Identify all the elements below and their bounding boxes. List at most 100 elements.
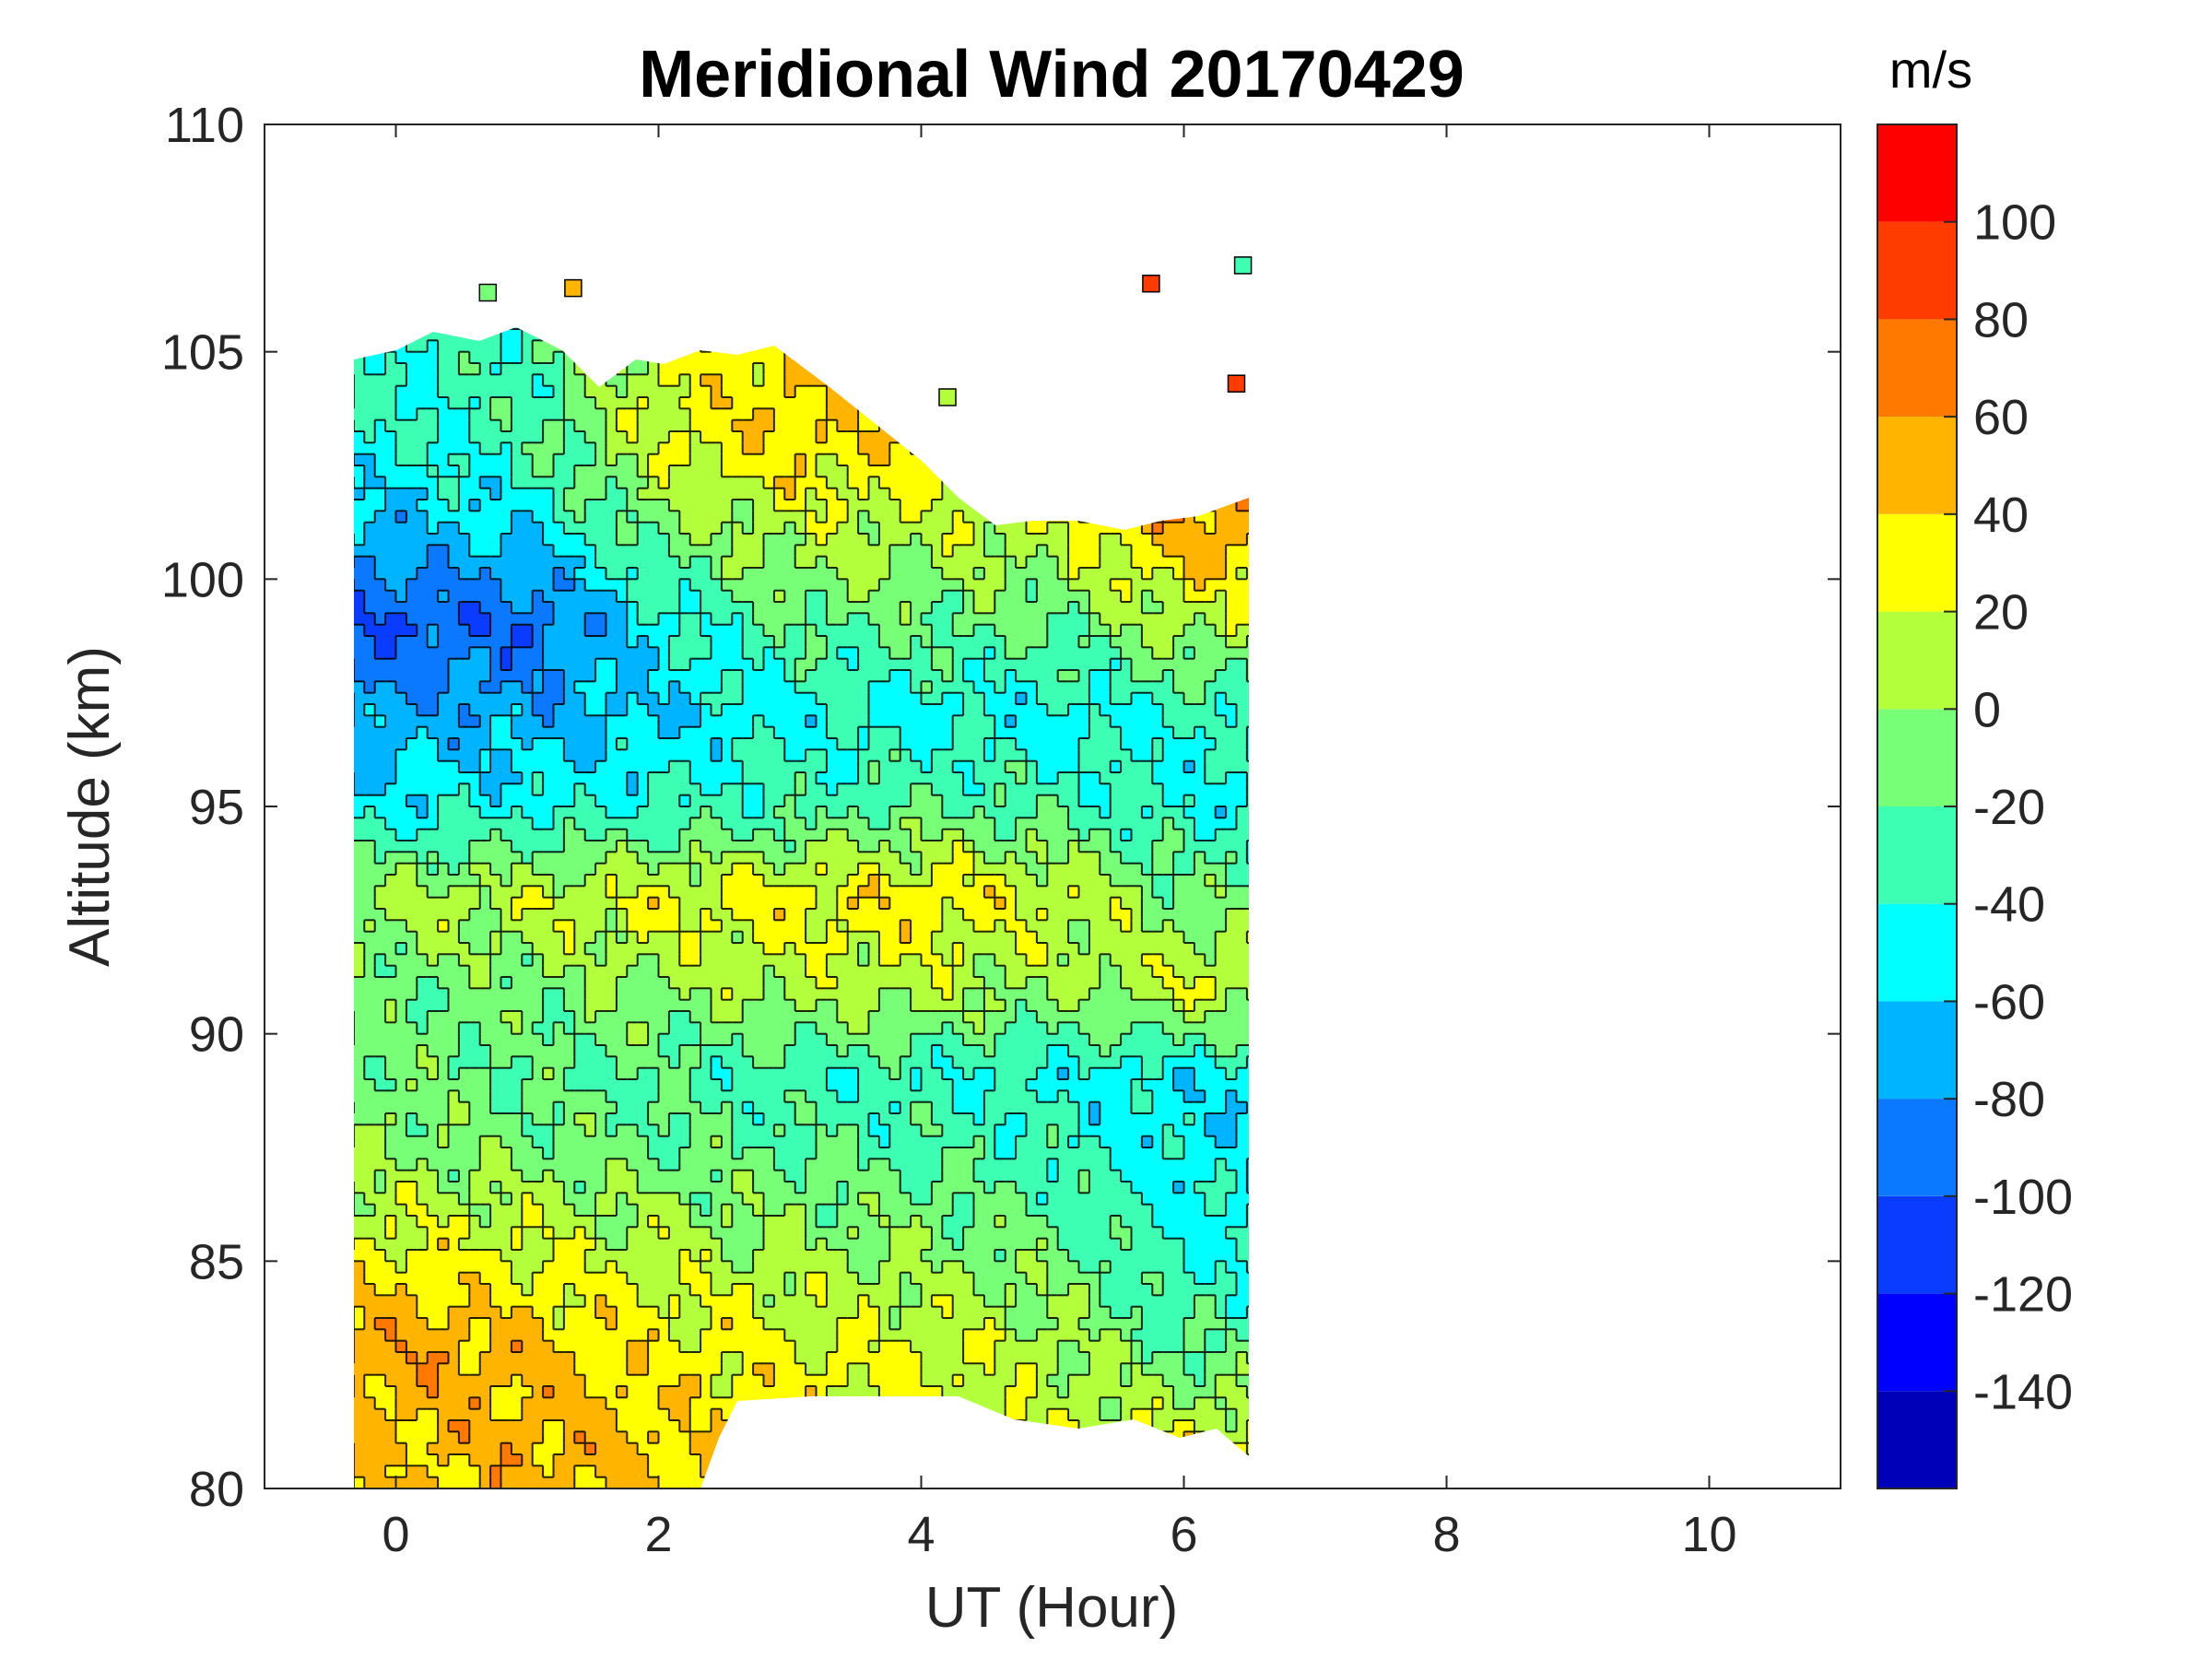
- contour-cell: [448, 1204, 460, 1217]
- contour-cell: [427, 841, 439, 853]
- contour-cell: [700, 511, 712, 524]
- contour-cell: [417, 1182, 429, 1194]
- contour-cell: [563, 772, 576, 785]
- contour-cell: [395, 453, 407, 466]
- contour-cell: [532, 920, 544, 933]
- contour-cell: [816, 875, 828, 888]
- contour-cell: [679, 738, 691, 751]
- contour-cell: [543, 988, 555, 1001]
- contour-cell: [742, 794, 754, 807]
- contour-cell: [648, 897, 660, 910]
- contour-cell: [458, 1113, 471, 1126]
- contour-cell: [700, 886, 712, 899]
- contour-cell: [700, 715, 712, 728]
- contour-cell: [837, 715, 849, 728]
- contour-cell: [584, 1340, 596, 1353]
- contour-cell: [563, 477, 576, 489]
- contour-cell: [522, 1135, 534, 1148]
- contour-cell: [711, 624, 723, 637]
- contour-cell: [753, 1067, 765, 1080]
- contour-cell: [448, 1182, 460, 1194]
- contour-cell: [385, 1056, 397, 1069]
- contour-cell: [816, 1170, 828, 1182]
- contour-cell: [794, 522, 806, 535]
- contour-cell: [784, 1340, 796, 1353]
- contour-cell: [679, 715, 691, 728]
- contour-cell: [511, 943, 524, 956]
- contour-cell: [837, 579, 849, 592]
- contour-cell: [385, 522, 397, 535]
- contour-cell: [553, 1159, 565, 1171]
- contour-cell: [689, 1420, 701, 1433]
- contour-cell: [773, 556, 786, 569]
- contour-cell: [837, 1250, 849, 1263]
- contour-cell: [395, 1204, 407, 1217]
- contour-cell: [511, 681, 524, 694]
- contour-cell: [595, 1340, 607, 1353]
- contour-cell: [742, 408, 754, 421]
- contour-cell: [417, 1420, 429, 1433]
- contour-cell: [837, 1386, 849, 1399]
- contour-cell: [354, 670, 366, 683]
- contour-cell: [469, 1386, 481, 1399]
- contour-cell: [511, 749, 524, 762]
- contour-cell: [721, 1397, 734, 1410]
- contour-cell: [584, 931, 596, 944]
- contour-cell: [753, 1135, 765, 1148]
- contour-cell: [563, 818, 576, 830]
- contour-cell: [543, 738, 555, 751]
- contour-cell: [700, 1033, 712, 1046]
- contour-cell: [773, 1352, 786, 1365]
- contour-cell: [500, 738, 512, 751]
- contour-cell: [773, 453, 786, 466]
- contour-cell: [406, 397, 418, 410]
- contour-cell: [794, 602, 806, 615]
- contour-cell: [563, 1090, 576, 1103]
- contour-cell: [574, 954, 586, 967]
- contour-cell: [417, 1477, 429, 1488]
- contour-cell: [406, 522, 418, 535]
- contour-cell: [374, 931, 386, 944]
- contour-cell: [574, 500, 586, 512]
- contour-cell: [385, 1363, 397, 1376]
- contour-cell: [374, 477, 386, 489]
- contour-cell: [648, 954, 660, 967]
- contour-cell: [364, 738, 376, 751]
- contour-cell: [364, 556, 376, 569]
- contour-cell: [500, 1067, 512, 1080]
- contour-cell: [553, 794, 565, 807]
- contour-cell: [742, 511, 754, 524]
- contour-cell: [354, 442, 366, 455]
- contour-cell: [711, 1101, 723, 1114]
- contour-cell: [658, 1033, 670, 1046]
- contour-cell: [616, 1352, 629, 1365]
- contour-cell: [606, 783, 618, 796]
- contour-cell: [689, 1465, 701, 1478]
- contour-cell: [385, 363, 397, 376]
- contour-cell: [479, 1090, 491, 1103]
- contour-cell: [784, 1170, 796, 1182]
- contour-cell: [364, 374, 376, 387]
- contour-cell: [816, 715, 828, 728]
- contour-cell: [500, 363, 512, 376]
- contour-cell: [700, 806, 712, 819]
- contour-cell: [427, 1101, 439, 1114]
- contour-cell: [606, 1227, 618, 1240]
- contour-cell: [427, 1056, 439, 1069]
- contour-cell: [563, 647, 576, 660]
- contour-cell: [500, 875, 512, 888]
- contour-cell: [406, 624, 418, 637]
- contour-cell: [648, 624, 660, 637]
- contour-cell: [679, 1431, 691, 1444]
- contour-cell: [500, 442, 512, 455]
- contour-cell: [522, 886, 534, 899]
- contour-cell: [773, 488, 786, 500]
- contour-cell: [532, 863, 544, 876]
- contour-cell: [563, 943, 576, 956]
- contour-cell: [784, 408, 796, 421]
- contour-cell: [689, 1431, 701, 1444]
- contour-cell: [438, 931, 450, 944]
- contour-cell: [584, 1113, 596, 1126]
- contour-cell: [354, 590, 366, 603]
- contour-cell: [469, 1147, 481, 1160]
